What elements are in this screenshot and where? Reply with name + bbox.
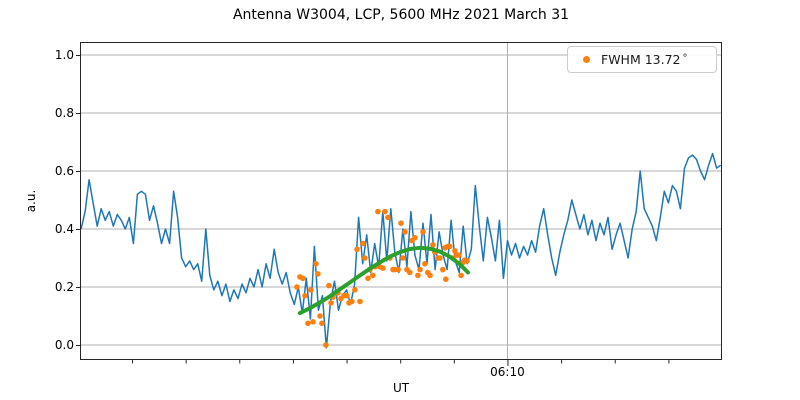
y-axis-label: a.u. — [24, 189, 38, 213]
scatter-point — [357, 298, 363, 305]
scatter-point — [415, 272, 421, 279]
legend: FWHM 13.72 ° — [567, 46, 717, 73]
scatter-point — [443, 276, 449, 283]
scatter-point — [430, 242, 436, 248]
scatter-point — [447, 243, 453, 250]
chart-title: Antenna W3004, LCP, 5600 MHz 2021 March … — [232, 7, 570, 23]
y-tick-label: 0.4 — [54, 222, 74, 236]
scatter-point — [412, 234, 418, 241]
fit-curve-series — [297, 245, 470, 316]
scatter-point — [382, 208, 388, 215]
scatter-point — [328, 300, 334, 306]
scatter-point — [349, 298, 355, 305]
scatter-point — [360, 240, 366, 247]
scatter-point — [326, 282, 332, 289]
y-tick-label: 1.0 — [54, 48, 74, 62]
legend-marker-dot-icon — [583, 56, 590, 63]
y-tick-label: 0.0 — [54, 338, 74, 352]
scatter-point — [400, 255, 406, 261]
scatter-point — [395, 266, 401, 273]
scatter-point — [323, 342, 329, 348]
scatter-point — [385, 214, 391, 221]
scatter-point — [370, 272, 376, 279]
x-axis-label: UT — [392, 381, 410, 395]
scatter-point — [352, 287, 358, 293]
scatter-point — [375, 208, 381, 215]
y-tick-label: 0.6 — [54, 164, 74, 178]
scatter-point — [305, 320, 311, 327]
scatter-point — [417, 266, 423, 273]
scatter-point — [310, 319, 316, 325]
scatter-point — [362, 255, 368, 261]
scatter-point — [302, 292, 308, 299]
scatter-point — [456, 252, 462, 258]
scatter-point — [294, 284, 300, 290]
scatter-point — [344, 292, 350, 299]
degree-symbol: ° — [682, 52, 688, 64]
scatter-point — [313, 261, 319, 267]
scatter-point — [458, 272, 464, 279]
scatter-point — [354, 246, 360, 253]
scatter-point — [452, 248, 458, 254]
scatter-point — [420, 229, 426, 235]
y-tick-label: 0.8 — [54, 106, 74, 120]
scatter-point — [308, 287, 314, 293]
scatter-point — [437, 255, 443, 261]
y-tick-label: 0.2 — [54, 280, 74, 294]
scatter-point — [464, 258, 470, 264]
scatter-point — [440, 266, 446, 273]
fwhm-scatter-series — [294, 208, 470, 348]
legend-label: FWHM 13.72 ° — [601, 52, 688, 67]
scatter-point — [317, 313, 323, 319]
scatter-point — [407, 269, 413, 276]
scatter-point — [427, 272, 433, 279]
x-tick-label: 06:10 — [490, 365, 525, 379]
scatter-point — [422, 261, 428, 267]
scatter-point — [365, 275, 371, 282]
scatter-point — [300, 275, 306, 282]
scatter-point — [319, 320, 325, 327]
scatter-point — [315, 271, 321, 277]
scatter-point — [380, 265, 386, 271]
scatter-point — [398, 220, 404, 226]
axes-spines — [80, 42, 722, 360]
scatter-point — [402, 229, 408, 235]
